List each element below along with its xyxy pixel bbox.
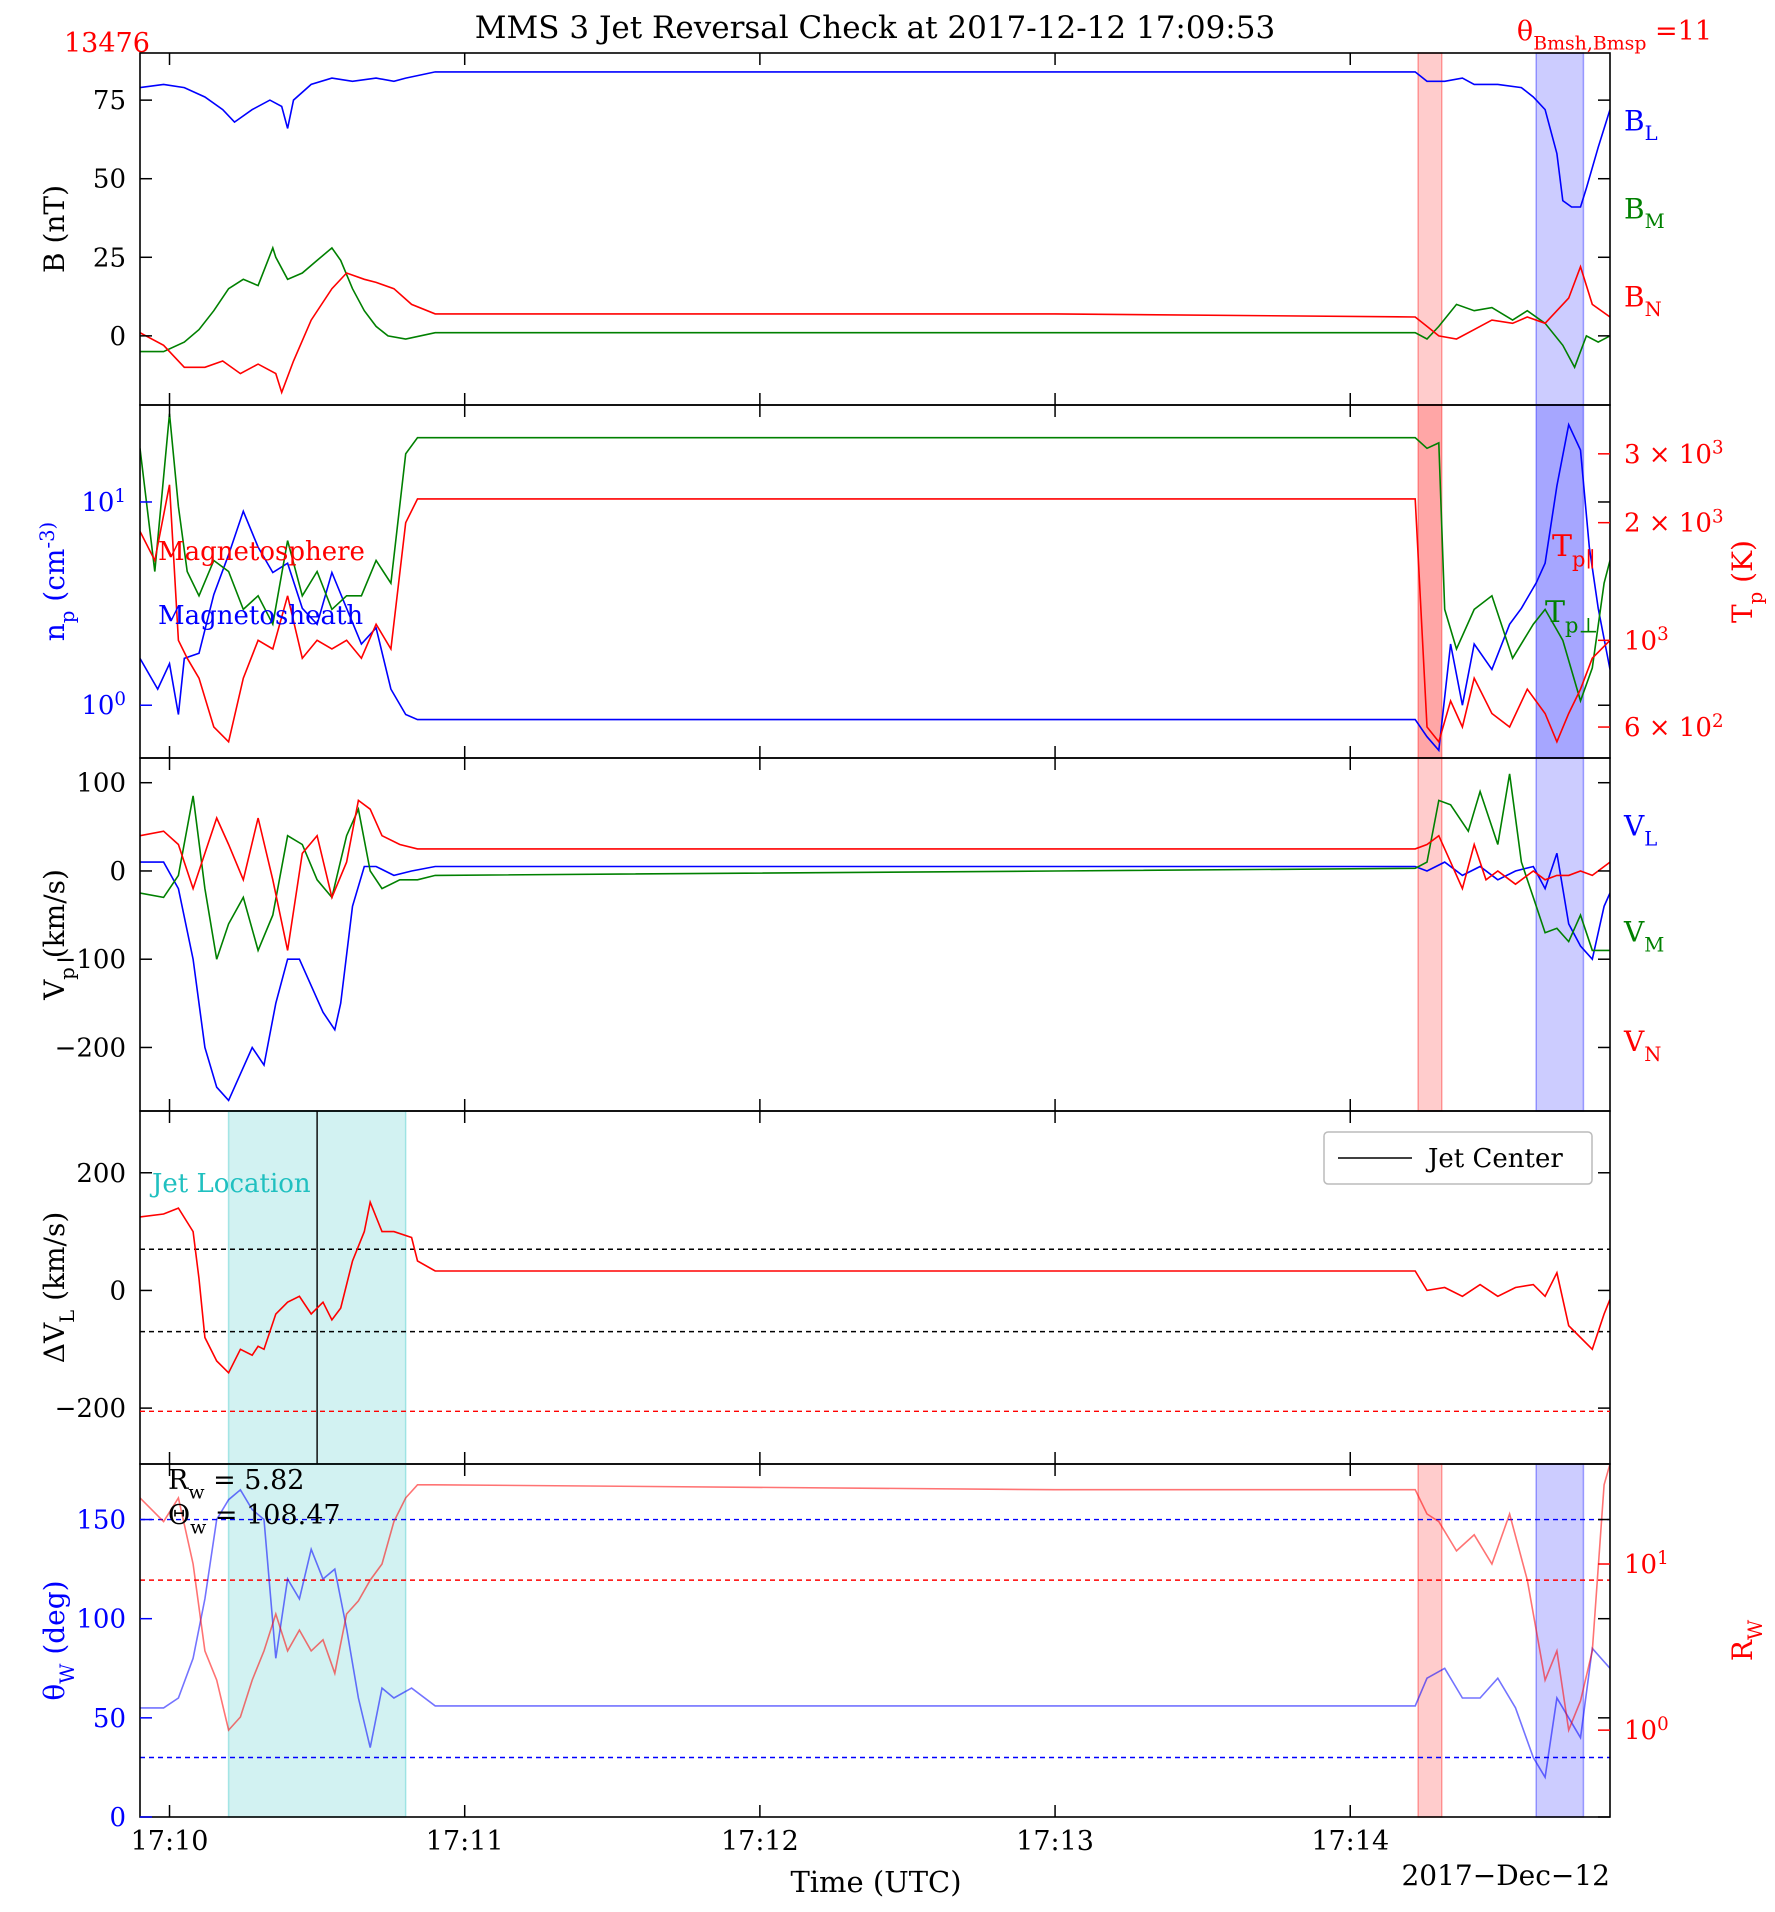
series-line-B_N: [140, 264, 1610, 395]
x-tick-label: 17:12: [721, 1826, 799, 1857]
y2-axis-label: Tp (K): [1726, 540, 1767, 623]
series-label: VL: [1623, 810, 1657, 851]
series-line-B_M: [140, 245, 1610, 370]
shaded-span: [1417, 404, 1443, 759]
y2-axis-label: RW: [1726, 1619, 1767, 1661]
y-tick-label: −200: [55, 1033, 126, 1063]
figure-title: MMS 3 Jet Reversal Check at 2017-12-12 1…: [475, 10, 1275, 46]
y-axis-label: B (nT): [38, 185, 71, 273]
x-axis-label: Time (UTC): [790, 1865, 961, 1899]
stat-theta: Θw = 108.47: [168, 1500, 341, 1538]
series-line-dVL: [140, 1199, 1610, 1375]
series-line-B_L: [140, 71, 1610, 208]
shaded-span: [1535, 757, 1585, 1112]
shaded-span: [1417, 757, 1443, 1112]
y2-tick-label: 101: [1624, 1548, 1669, 1580]
series-line-V_M: [140, 773, 1610, 960]
annotation: Magnetosheath: [158, 601, 363, 631]
date-label: 2017−Dec−12: [1401, 1859, 1610, 1892]
y2-tick-label: 103: [1624, 624, 1669, 656]
shaded-span: [1535, 404, 1585, 759]
y-tick-label: 0: [109, 857, 126, 887]
series-label: VM: [1623, 916, 1664, 957]
y-tick-label: 50: [93, 1704, 126, 1734]
legend-label: Jet Center: [1425, 1144, 1563, 1174]
y2-tick-label: 2 × 103: [1624, 507, 1724, 539]
series-line-n_p: [140, 422, 1610, 753]
x-axis: 17:10 17:11 17:12 17:13 17:14: [131, 1826, 1390, 1857]
theta-label: θBmsh,Bmsp =11: [1517, 16, 1712, 54]
y-tick-label: 100: [76, 1605, 126, 1635]
series-line-V_N: [140, 798, 1610, 951]
series-label: BN: [1624, 280, 1662, 321]
y-tick-label: 150: [76, 1506, 126, 1536]
y-axis-label: Vp (km/s): [38, 869, 79, 1001]
panel-velocity: 100 0 −100 −200 Vp (km/s) VL VM VN: [38, 757, 1664, 1112]
y-axis-label: np (cm-3): [36, 522, 79, 641]
y-tick-label: 0: [109, 1276, 126, 1306]
panel-delta-vl: 200 0 −200 ΔVL (km/s) Jet Location Jet Center: [38, 1110, 1611, 1465]
y2-tick-label: 3 × 103: [1624, 438, 1724, 470]
y-tick-label: 25: [93, 243, 126, 273]
panel-frame: [139, 1463, 1611, 1818]
series-line-theta_W: [140, 1488, 1610, 1780]
shaded-span: [1417, 52, 1443, 406]
series-label: BM: [1624, 192, 1665, 233]
stat-rw: Rw = 5.82: [168, 1465, 304, 1503]
event-id: 13476: [64, 28, 150, 59]
y-tick-label: −200: [55, 1394, 126, 1424]
x-tick-label: 17:13: [1016, 1826, 1094, 1857]
y-axis-label: θW (deg): [38, 1580, 79, 1700]
panel-frame: [139, 404, 1611, 759]
panel-b-field: 75 50 25 0 B (nT) BL BM BN: [38, 52, 1665, 406]
shaded-span: [1417, 1463, 1443, 1818]
y-tick-label: 100: [76, 769, 126, 799]
series-label: VN: [1623, 1025, 1661, 1066]
x-tick-label: 17:10: [131, 1826, 209, 1857]
panel-density-temperature: 101 100 3 × 103 2 × 103 103 6 × 102 np (cm-3) T…: [36, 404, 1767, 759]
x-tick-label: 17:11: [426, 1826, 504, 1857]
x-tick-label: 17:14: [1311, 1826, 1389, 1857]
y2-tick-label: 6 × 102: [1624, 711, 1724, 743]
series-label: BL: [1624, 104, 1658, 145]
annotation: Jet Location: [149, 1169, 311, 1199]
y-tick-label: 0: [109, 1803, 126, 1833]
y-tick-label: 75: [93, 86, 126, 116]
panel-frame: [139, 757, 1611, 1112]
shaded-span: [1535, 52, 1585, 406]
y-tick-label: 101: [81, 486, 126, 518]
legend-box: [1323, 1131, 1593, 1185]
y-tick-label: 100: [81, 689, 126, 721]
series-line-V_L: [140, 853, 1610, 1102]
y-tick-label: 0: [109, 322, 126, 352]
annotation: Magnetosphere: [158, 537, 365, 567]
y-tick-label: −100: [55, 945, 126, 975]
y-axis-label: ΔVL (km/s): [38, 1212, 79, 1364]
panel-frame: [139, 52, 1611, 406]
shaded-span: [1535, 1463, 1585, 1818]
series-line-T_perp: [140, 413, 1610, 704]
y-tick-label: 50: [93, 165, 126, 195]
series-line-R_W: [140, 1464, 1610, 1734]
y2-tick-label: 100: [1624, 1714, 1669, 1746]
y-tick-label: 200: [76, 1159, 126, 1189]
series-line-T_par: [140, 484, 1610, 744]
series-label: Tp⊥: [1545, 595, 1598, 638]
series-label: Tp∥: [1552, 529, 1595, 572]
